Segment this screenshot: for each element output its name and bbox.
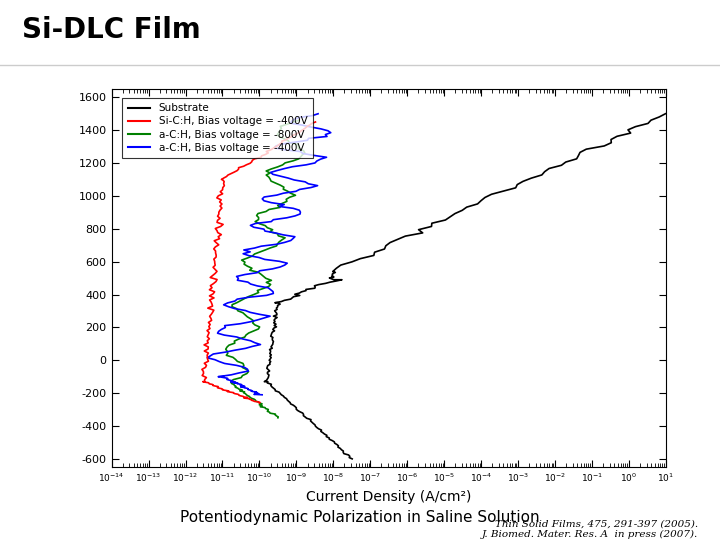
X-axis label: Current Density (A/cm²): Current Density (A/cm²) [306, 490, 472, 504]
Legend: Substrate, Si-C:H, Bias voltage = -400V, a-C:H, Bias voltage = -800V, a-C:H, Bia: Substrate, Si-C:H, Bias voltage = -400V,… [122, 98, 312, 158]
Text: Thin Solid Films, 475, 291-397 (2005).: Thin Solid Films, 475, 291-397 (2005). [495, 519, 698, 529]
Text: J. Biomed. Mater. Res. A  in press (2007).: J. Biomed. Mater. Res. A in press (2007)… [482, 530, 698, 539]
Text: Potentiodynamic Polarization in Saline Solution: Potentiodynamic Polarization in Saline S… [180, 510, 540, 525]
Text: Si-DLC Film: Si-DLC Film [22, 16, 200, 44]
